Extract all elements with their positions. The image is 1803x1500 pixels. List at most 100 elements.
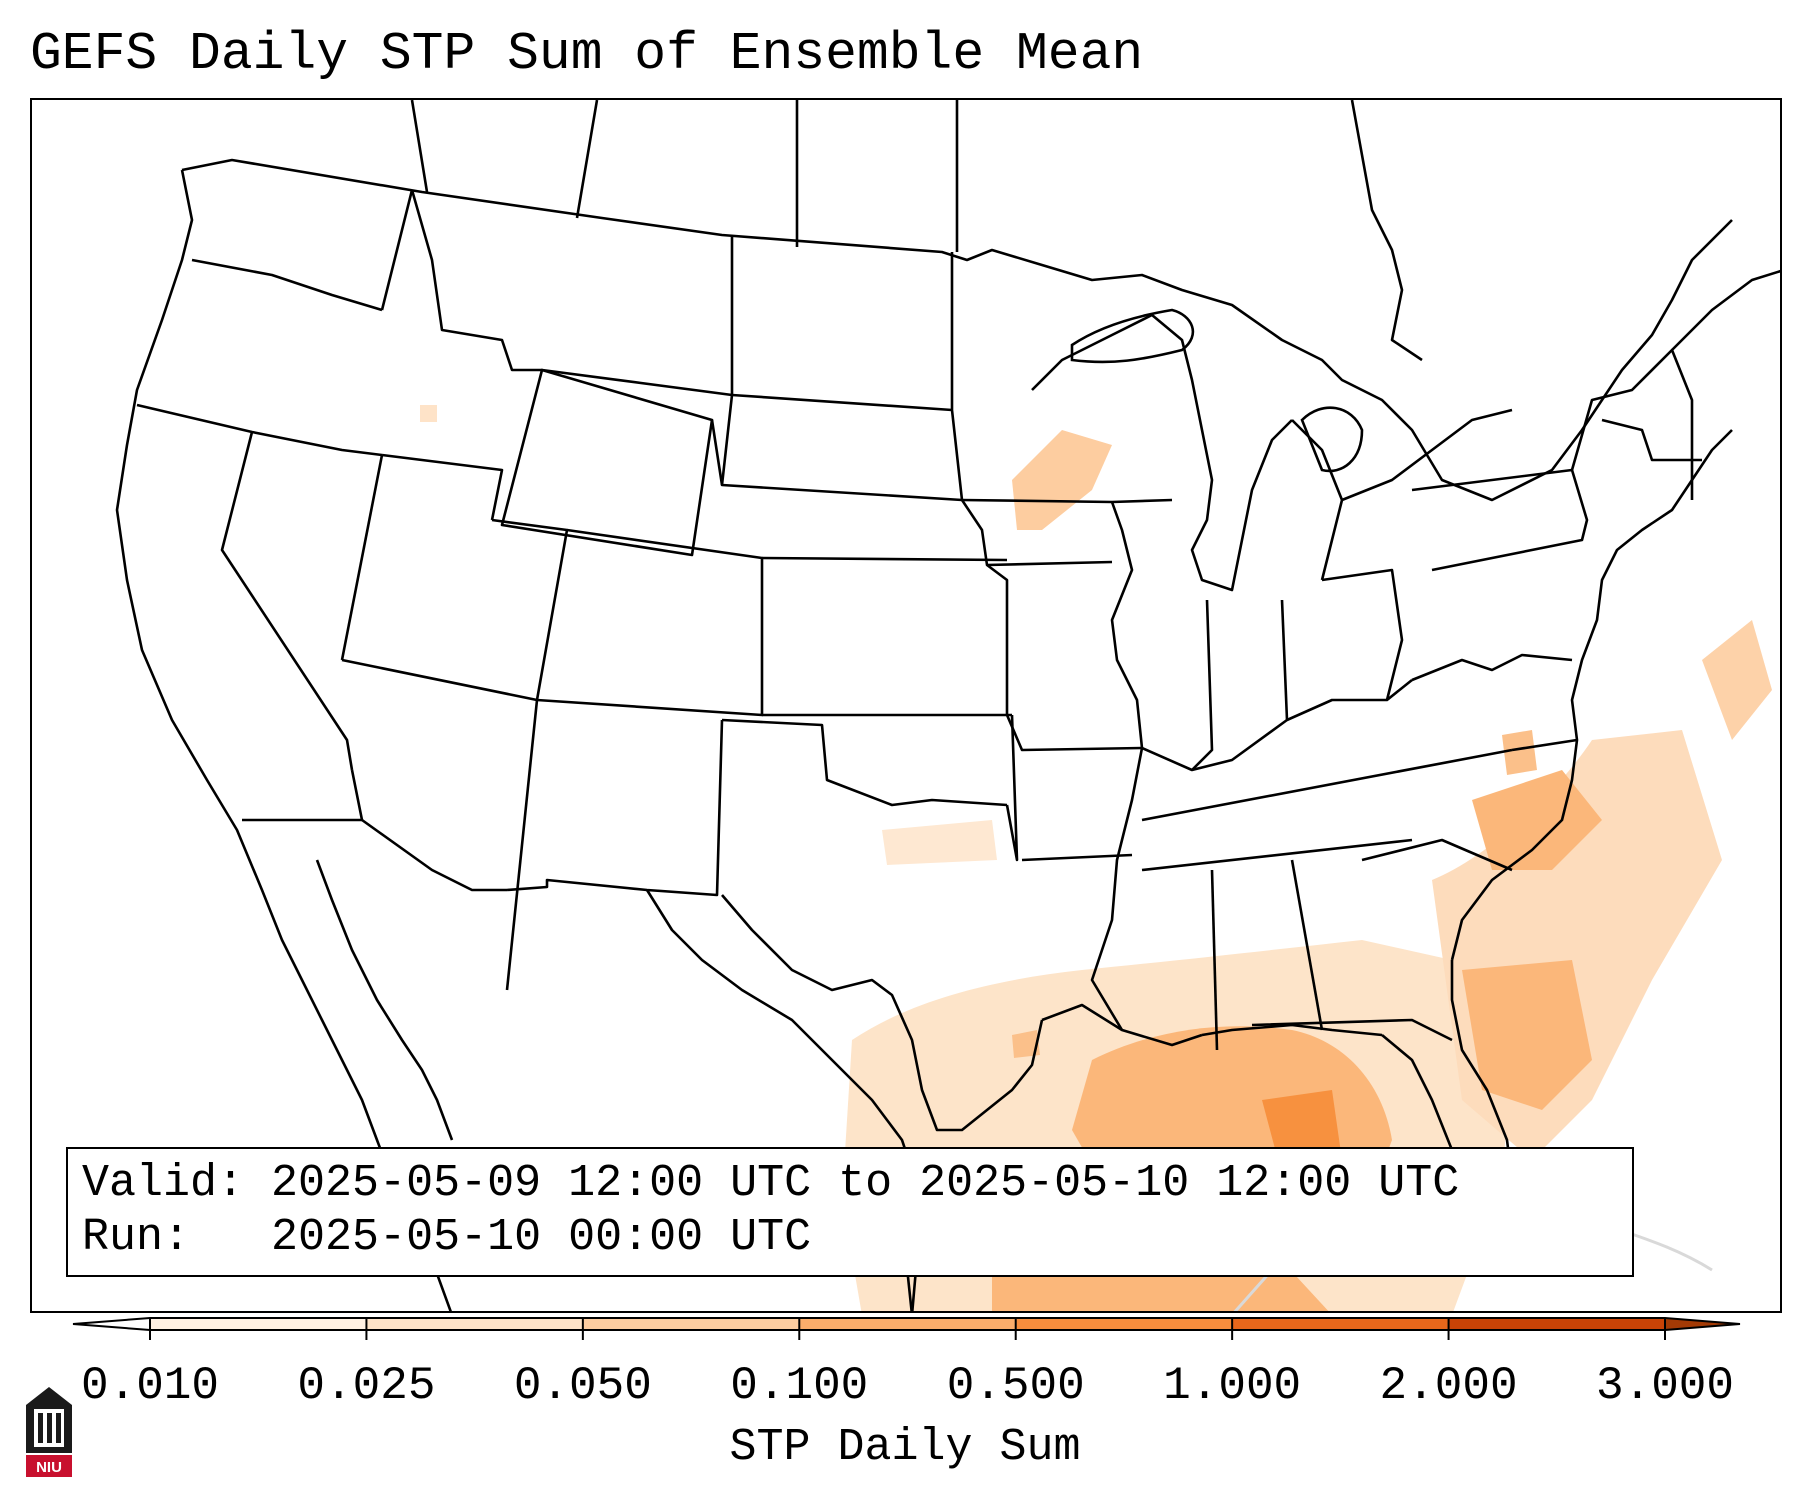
colorbar-tick-label: 0.025 <box>297 1360 436 1412</box>
map-panel <box>30 98 1782 1313</box>
az-south <box>361 818 507 892</box>
colorbar-extend-low <box>73 1318 150 1330</box>
ia-mo <box>986 560 1113 567</box>
lake-erie-ontario <box>1341 408 1513 502</box>
ky-tn <box>1141 748 1513 822</box>
ca-nv <box>220 431 354 771</box>
dakota-west <box>720 235 734 486</box>
lake-superior <box>1070 308 1195 364</box>
pacific-coast <box>115 169 452 1311</box>
run-line: Run: 2025-05-10 00:00 UTC <box>82 1211 1632 1265</box>
colorbar-tick-label: 1.000 <box>1163 1360 1302 1412</box>
stp-wisconsin <box>1012 430 1112 530</box>
wi-west <box>1031 313 1153 391</box>
id-mt <box>410 189 542 372</box>
lakes <box>1070 308 1364 473</box>
pa-box <box>1411 468 1589 572</box>
atlantic-coast <box>1450 429 1733 961</box>
valid-run-box: Valid: 2025-05-09 12:00 UTC to 2025-05-1… <box>66 1147 1634 1277</box>
az-nm <box>505 699 539 991</box>
run-text: 2025-05-10 00:00 UTC <box>271 1212 812 1263</box>
stp-oklahoma <box>882 820 997 865</box>
colorbar-tick-label: 0.100 <box>730 1360 869 1412</box>
colorbar-tick-label: 0.010 <box>80 1360 220 1412</box>
ga-fl <box>1251 1018 1453 1042</box>
ca-az <box>242 769 364 822</box>
colorbar-tick-label: 3.000 <box>1595 1360 1735 1412</box>
wi-il <box>1111 498 1173 504</box>
ok-east <box>1005 714 1019 862</box>
colorbar-segments <box>73 1318 1740 1330</box>
ms-al <box>1210 869 1219 1051</box>
ne-ks <box>761 556 1008 562</box>
maine <box>1671 269 1780 351</box>
sd-ne <box>710 419 963 502</box>
map-title: GEFS Daily STP Sum of Ensemble Mean <box>30 24 1144 84</box>
stp-idaho <box>420 405 437 422</box>
stp-texas-coast <box>1012 1030 1040 1058</box>
valid-line: Valid: 2025-05-09 12:00 UTC to 2025-05-1… <box>82 1157 1632 1211</box>
colorbar-segment <box>366 1318 584 1330</box>
ny-lines <box>1570 348 1694 500</box>
ut-az <box>341 658 538 702</box>
mt-wy <box>541 368 733 397</box>
colorbar-segment <box>1232 1318 1450 1330</box>
la-coast <box>1041 1003 1203 1047</box>
niu-logo: NIU <box>26 1387 72 1477</box>
canada-line-1 <box>410 100 429 193</box>
colorbar-segment <box>150 1318 367 1330</box>
ar-la <box>1021 853 1133 862</box>
ut-co <box>491 518 569 701</box>
oh-east <box>1321 568 1404 701</box>
ut-north <box>381 453 504 521</box>
ohio-river <box>1141 678 1413 772</box>
nd-sd <box>731 393 953 412</box>
stp-atlantic-medium <box>1462 960 1592 1110</box>
va-nc <box>1511 738 1578 752</box>
valid-text: 2025-05-09 12:00 UTC to 2025-05-10 12:00… <box>271 1158 1460 1209</box>
us-canada-border <box>181 158 1733 502</box>
lake-huron <box>1300 406 1364 473</box>
stp-offshore-east <box>1702 620 1772 740</box>
in-oh <box>1280 599 1289 721</box>
sc-nc <box>1361 838 1513 872</box>
nv-ut <box>340 454 384 661</box>
mn-ia <box>961 498 1113 504</box>
boundaries <box>115 100 1780 1311</box>
colorbar-tick-label: 0.050 <box>513 1360 652 1412</box>
colorbar-ticks <box>149 1318 1666 1340</box>
stp-virginia <box>1502 730 1537 775</box>
ok-tx <box>721 718 1008 807</box>
nm-tx <box>506 719 724 897</box>
al-ga <box>1290 859 1324 1031</box>
colorbar-extend-high <box>1665 1318 1740 1330</box>
valid-prefix: Valid: <box>82 1158 245 1209</box>
run-prefix: Run: <box>82 1212 191 1263</box>
or-ca-nv <box>136 403 383 457</box>
mo-ar <box>1005 714 1143 752</box>
canada-line-5 <box>1350 100 1423 362</box>
texas-coast <box>721 894 1044 1132</box>
map-svg <box>115 100 1780 1311</box>
missouri-river <box>960 499 1009 715</box>
canada-line-2 <box>575 100 599 219</box>
mississippi <box>1090 501 1144 1031</box>
va-north <box>1411 653 1573 682</box>
michigan-east <box>1291 419 1344 581</box>
logo-text: NIU <box>36 1459 62 1476</box>
colorbar <box>72 1317 1741 1340</box>
mn-west <box>950 252 964 501</box>
id-west <box>380 189 414 311</box>
colorbar-tick-label: 0.500 <box>946 1360 1085 1412</box>
baja-coast <box>315 859 454 1141</box>
colorbar-segment <box>1015 1318 1233 1330</box>
colorbar-segment <box>799 1318 1017 1330</box>
lake-michigan <box>1151 314 1293 592</box>
il-in <box>1191 599 1214 771</box>
colorbar-tick-label: 2.000 <box>1379 1360 1518 1412</box>
co-box <box>536 528 764 717</box>
ne-lines <box>1601 418 1702 462</box>
colorbar-segment <box>1448 1318 1666 1330</box>
colorbar-label: STP Daily Sum <box>729 1422 1081 1473</box>
wy-box <box>500 368 714 557</box>
